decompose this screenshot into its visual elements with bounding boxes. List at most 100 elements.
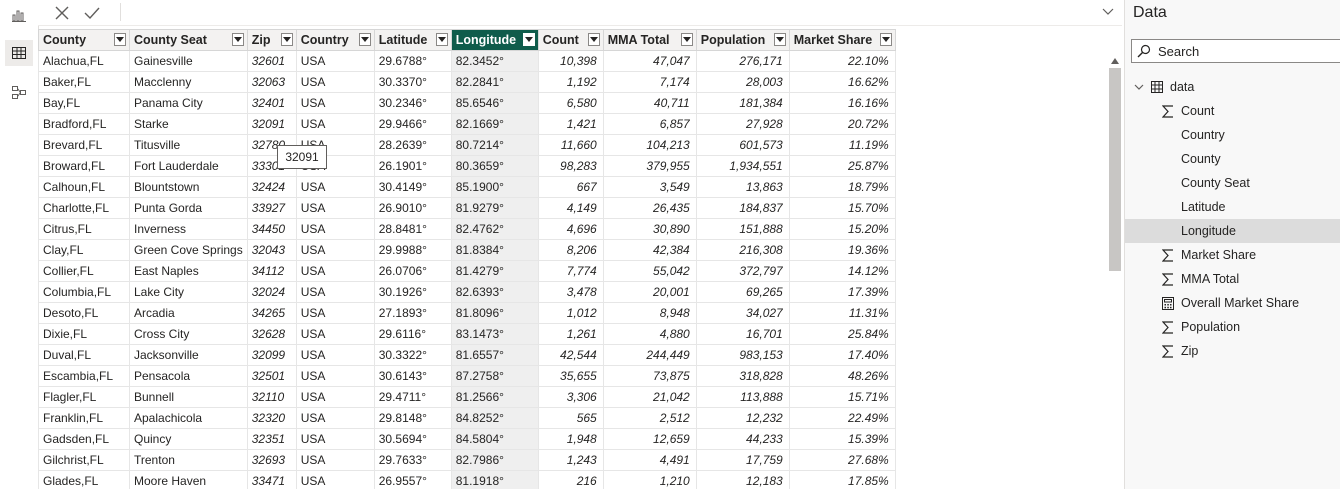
cell-country[interactable]: USA (295, 176, 375, 198)
filter-dropdown-icon[interactable] (435, 33, 448, 46)
cell-county[interactable]: Alachua,FL (38, 50, 130, 72)
cell-county[interactable]: Brevard,FL (38, 134, 130, 156)
cell-longitude[interactable]: 84.5804° (450, 428, 539, 450)
cell-count[interactable]: 35,655 (537, 365, 604, 387)
cell-latitude[interactable]: 30.1926° (373, 281, 452, 303)
cell-zip[interactable]: 34265 (246, 302, 297, 324)
cell-population[interactable]: 16,701 (695, 323, 790, 345)
cell-count[interactable]: 216 (537, 470, 604, 489)
cell-county-seat[interactable]: Punta Gorda (129, 197, 248, 219)
cell-county[interactable]: Bradford,FL (38, 113, 130, 135)
cell-market-share[interactable]: 17.85% (788, 470, 896, 489)
cell-population[interactable]: 181,384 (695, 92, 790, 114)
cell-count[interactable]: 42,544 (537, 344, 604, 366)
field-latitude[interactable]: Latitude (1125, 195, 1340, 219)
cell-population[interactable]: 983,153 (695, 344, 790, 366)
cell-longitude[interactable]: 85.6546° (450, 92, 539, 114)
cell-latitude[interactable]: 28.8481° (373, 218, 452, 240)
cell-population[interactable]: 28,003 (695, 71, 790, 93)
cell-county-seat[interactable]: Starke (129, 113, 248, 135)
cell-country[interactable]: USA (295, 260, 375, 282)
cell-zip[interactable]: 32628 (246, 323, 297, 345)
field-search-input[interactable]: Search (1131, 39, 1340, 63)
cell-county-seat[interactable]: Bunnell (129, 386, 248, 408)
cell-country[interactable]: USA (295, 197, 375, 219)
cell-zip[interactable]: 34112 (246, 260, 297, 282)
cell-population[interactable]: 1,934,551 (695, 155, 790, 177)
cell-population[interactable]: 27,928 (695, 113, 790, 135)
cell-latitude[interactable]: 26.1901° (373, 155, 452, 177)
cell-county-seat[interactable]: Cross City (129, 323, 248, 345)
cell-mma-total[interactable]: 20,001 (602, 281, 697, 303)
filter-dropdown-icon[interactable] (587, 33, 600, 46)
cell-latitude[interactable]: 29.6788° (373, 50, 452, 72)
cell-latitude[interactable]: 30.3370° (373, 71, 452, 93)
cell-zip[interactable]: 32063 (246, 71, 297, 93)
cell-zip[interactable]: 32320 (246, 407, 297, 429)
cell-latitude[interactable]: 29.9988° (373, 239, 452, 261)
field-market-share[interactable]: Market Share (1125, 243, 1340, 267)
cell-latitude[interactable]: 29.8148° (373, 407, 452, 429)
cell-latitude[interactable]: 30.5694° (373, 428, 452, 450)
cell-county[interactable]: Bay,FL (38, 92, 130, 114)
cell-longitude[interactable]: 82.7986° (450, 449, 539, 471)
cell-mma-total[interactable]: 7,174 (602, 71, 697, 93)
cell-longitude[interactable]: 81.2566° (450, 386, 539, 408)
cell-county-seat[interactable]: Lake City (129, 281, 248, 303)
cell-longitude[interactable]: 82.4762° (450, 218, 539, 240)
cell-market-share[interactable]: 16.62% (788, 71, 896, 93)
cell-county-seat[interactable]: Moore Haven (129, 470, 248, 489)
cell-county[interactable]: Duval,FL (38, 344, 130, 366)
check-icon[interactable] (82, 3, 102, 23)
filter-dropdown-icon[interactable] (280, 33, 293, 46)
cell-zip[interactable]: 32091 (246, 113, 297, 135)
cell-count[interactable]: 4,696 (537, 218, 604, 240)
column-header-zip[interactable]: Zip (246, 29, 297, 51)
cell-county-seat[interactable]: Arcadia (129, 302, 248, 324)
cell-county[interactable]: Flagler,FL (38, 386, 130, 408)
chevron-down-icon[interactable] (1131, 79, 1147, 95)
cell-county-seat[interactable]: Gainesville (129, 50, 248, 72)
cell-longitude[interactable]: 81.9279° (450, 197, 539, 219)
cell-zip[interactable]: 32351 (246, 428, 297, 450)
cell-count[interactable]: 1,012 (537, 302, 604, 324)
cell-county-seat[interactable]: Apalachicola (129, 407, 248, 429)
cell-zip[interactable]: 34450 (246, 218, 297, 240)
cell-market-share[interactable]: 14.12% (788, 260, 896, 282)
cell-population[interactable]: 113,888 (695, 386, 790, 408)
cell-county-seat[interactable]: East Naples (129, 260, 248, 282)
field-population[interactable]: Population (1125, 315, 1340, 339)
cell-country[interactable]: USA (295, 344, 375, 366)
cell-county[interactable]: Citrus,FL (38, 218, 130, 240)
cell-population[interactable]: 13,863 (695, 176, 790, 198)
cell-county-seat[interactable]: Titusville (129, 134, 248, 156)
cell-count[interactable]: 4,149 (537, 197, 604, 219)
cell-population[interactable]: 69,265 (695, 281, 790, 303)
cell-count[interactable]: 1,421 (537, 113, 604, 135)
cell-market-share[interactable]: 15.20% (788, 218, 896, 240)
cell-country[interactable]: USA (295, 449, 375, 471)
cell-country[interactable]: USA (295, 323, 375, 345)
cell-mma-total[interactable]: 30,890 (602, 218, 697, 240)
cell-latitude[interactable]: 29.9466° (373, 113, 452, 135)
cell-country[interactable]: USA (295, 239, 375, 261)
cell-zip[interactable]: 32501 (246, 365, 297, 387)
cell-mma-total[interactable]: 4,880 (602, 323, 697, 345)
cell-county-seat[interactable]: Trenton (129, 449, 248, 471)
cell-count[interactable]: 6,580 (537, 92, 604, 114)
cell-population[interactable]: 12,232 (695, 407, 790, 429)
field-country[interactable]: Country (1125, 123, 1340, 147)
cell-population[interactable]: 44,233 (695, 428, 790, 450)
cell-county-seat[interactable]: Quincy (129, 428, 248, 450)
cell-latitude[interactable]: 26.0706° (373, 260, 452, 282)
cell-zip[interactable]: 32424 (246, 176, 297, 198)
column-header-longitude[interactable]: Longitude (450, 29, 539, 51)
cell-county[interactable]: Desoto,FL (38, 302, 130, 324)
cell-market-share[interactable]: 19.36% (788, 239, 896, 261)
cell-county-seat[interactable]: Jacksonville (129, 344, 248, 366)
cell-latitude[interactable]: 30.6143° (373, 365, 452, 387)
cell-longitude[interactable]: 80.7214° (450, 134, 539, 156)
report-view-icon[interactable] (5, 2, 33, 28)
cell-longitude[interactable]: 82.3452° (450, 50, 539, 72)
cell-mma-total[interactable]: 21,042 (602, 386, 697, 408)
